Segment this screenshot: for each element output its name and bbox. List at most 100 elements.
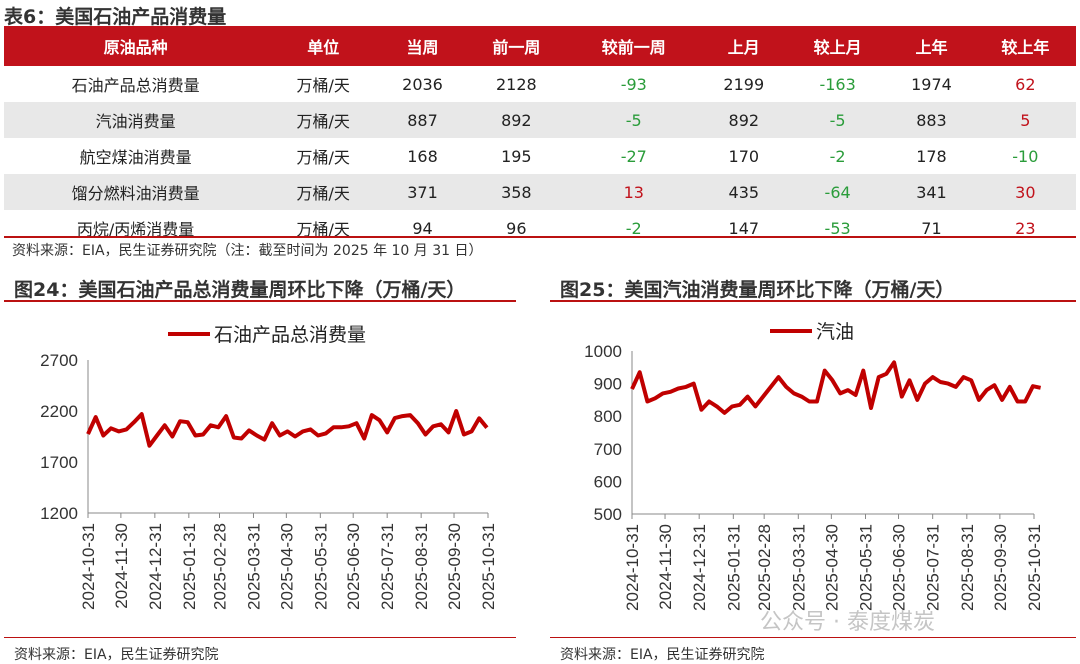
- x-tick-label: 2024-10-31: [79, 523, 98, 610]
- table-cell: 5: [974, 102, 1076, 138]
- table-cell: 航空煤油消费量: [79, 148, 192, 167]
- chart24-title: 图24：美国石油产品总消费量周环比下降（万桶/天）: [14, 279, 466, 301]
- table-cell: 2199: [723, 74, 765, 94]
- table-header-cell: 单位: [267, 26, 380, 66]
- y-tick-label: 2200: [40, 402, 78, 421]
- x-tick-label: 2025-07-31: [378, 523, 397, 610]
- x-tick-label: 2025-01-31: [724, 524, 743, 611]
- table-header-cell: 当周: [379, 26, 466, 66]
- table-cell: 358: [465, 174, 567, 210]
- x-tick-label: 2025-10-31: [479, 523, 498, 610]
- table-cell: 96: [506, 218, 527, 238]
- table-header-cell: 原油品种: [4, 26, 268, 66]
- table-row: 丙烷/丙烯消费量 万桶/天 94 96 -2 147 -53 71 23: [4, 210, 1076, 246]
- x-tick-label: 2025-05-31: [311, 523, 330, 610]
- table-cell: 万桶/天: [267, 174, 380, 210]
- chart24-source: 资料来源：EIA，民生证券研究院: [14, 647, 219, 663]
- legend-label: 汽油: [816, 321, 854, 343]
- chart24-svg: 1200 1700 2200 2700 2024-10-31 2024-11-30 2024…: [0, 303, 520, 638]
- table-cell: 94: [412, 218, 433, 238]
- x-tick-label: 2025-08-31: [958, 524, 977, 611]
- table-header-row: 原油品种 单位 当周 前一周 较前一周 上月 较上月 上年 较上年: [4, 26, 1076, 66]
- x-tick-label: 2025-09-30: [991, 524, 1010, 611]
- table-row: 汽油消费量 万桶/天 887 892 -5 892 -5 883 5: [4, 102, 1076, 138]
- consumption-table: 原油品种 单位 当周 前一周 较前一周 上月 较上月 上年 较上年 石油产品总消费量 万桶/天 20…: [4, 26, 1076, 246]
- x-tick-label: 2025-01-31: [180, 523, 199, 610]
- table-cell: -10: [1012, 146, 1039, 166]
- y-tick-label: 1200: [40, 504, 78, 523]
- series-line: [86, 409, 489, 448]
- table-cell: 195: [501, 146, 532, 166]
- table-cell: 汽油消费量: [4, 102, 268, 138]
- table-cell: 71: [921, 218, 942, 238]
- table-cell: 23: [1015, 218, 1036, 238]
- table-title: 表6：美国石油产品消费量: [4, 6, 227, 28]
- x-tick-label: 2024-11-30: [112, 523, 131, 609]
- table-cell: 892: [700, 102, 788, 138]
- x-tick-label: 2025-07-31: [924, 524, 943, 611]
- table-cell: 馏分燃料油消费量: [4, 174, 268, 210]
- x-tick-label: 2025-06-30: [344, 523, 363, 610]
- table-cell: 341: [888, 174, 975, 210]
- chart25-title: 图25：美国汽油消费量周环比下降（万桶/天）: [560, 279, 955, 301]
- x-tick-label: 2025-04-30: [277, 523, 296, 610]
- x-tick-label: 2025-05-31: [856, 524, 875, 611]
- x-tick-label: 2024-11-30: [656, 524, 675, 610]
- table-cell: 万桶/天: [296, 148, 350, 167]
- x-tick-label: 2025-08-31: [412, 523, 431, 610]
- table-header-cell: 较前一周: [566, 26, 701, 66]
- table-cell: 石油产品总消费量: [71, 76, 200, 95]
- y-tick-label: 900: [594, 375, 622, 394]
- y-tick-label: 1700: [40, 453, 78, 472]
- table-cell: 30: [974, 174, 1076, 210]
- watermark: 公众号 · 泰度煤炭: [760, 610, 935, 635]
- table-cell: -2: [829, 146, 846, 166]
- table-header-cell: 较上年: [974, 26, 1076, 66]
- table-cell: 13: [566, 174, 701, 210]
- x-tick-label: 2025-10-31: [1025, 524, 1044, 611]
- table-cell: 892: [465, 102, 567, 138]
- table-cell: 887: [379, 102, 466, 138]
- table-cell: 147: [728, 218, 760, 238]
- x-tick-label: 2025-06-30: [890, 524, 909, 611]
- table-row: 航空煤油消费量 万桶/天 168 195 -27 170 -2 178 -10: [4, 138, 1076, 174]
- table-header-cell: 较上月: [787, 26, 889, 66]
- x-tick-label: 2024-12-31: [690, 524, 709, 611]
- y-tick-label: 2700: [40, 351, 78, 370]
- chart25-foot-rule: [550, 637, 1076, 638]
- x-tick-label: 2024-12-31: [146, 523, 165, 610]
- y-tick-label: 1000: [584, 342, 622, 361]
- table-cell: -93: [620, 74, 647, 94]
- table-cell: 万桶/天: [296, 220, 350, 239]
- table-cell: -53: [824, 218, 851, 238]
- table-cell: 万桶/天: [296, 76, 350, 95]
- y-tick-label: 600: [594, 472, 622, 491]
- table-cell: 1974: [911, 74, 952, 94]
- table-cell: 2128: [495, 74, 537, 94]
- table-row: 馏分燃料油消费量 万桶/天 371 358 13 435 -64 341 30: [4, 174, 1076, 210]
- legend-label: 石油产品总消费量: [214, 324, 366, 346]
- chart24-foot-rule: [4, 637, 516, 638]
- y-tick-label: 700: [594, 440, 622, 459]
- table-cell: 883: [888, 102, 975, 138]
- x-tick-label: 2025-03-31: [789, 524, 808, 611]
- x-tick-label: 2025-02-28: [211, 523, 230, 610]
- x-tick-label: 2024-10-31: [623, 524, 642, 611]
- table-bottom-rule: [4, 236, 1076, 238]
- y-tick-label: 500: [594, 505, 622, 524]
- y-tick-label: 800: [594, 407, 622, 426]
- table-cell: 435: [700, 174, 788, 210]
- table-cell: -64: [787, 174, 889, 210]
- table-cell: 178: [916, 146, 947, 166]
- table-cell: 170: [728, 146, 760, 166]
- table-cell: 168: [407, 146, 438, 166]
- chart24-title-rule: [4, 300, 516, 302]
- table-cell: 丙烷/丙烯消费量: [76, 220, 195, 239]
- table-cell: 62: [1015, 74, 1036, 94]
- table-row: 石油产品总消费量 万桶/天 2036 2128 -93 2199 -163 1974 62: [4, 66, 1076, 102]
- table-header-cell: 前一周: [465, 26, 567, 66]
- table-header-cell: 上年: [888, 26, 975, 66]
- x-tick-label: 2025-03-31: [244, 523, 263, 610]
- x-tick-label: 2025-04-30: [822, 524, 841, 611]
- chart25-title-rule: [550, 300, 1076, 302]
